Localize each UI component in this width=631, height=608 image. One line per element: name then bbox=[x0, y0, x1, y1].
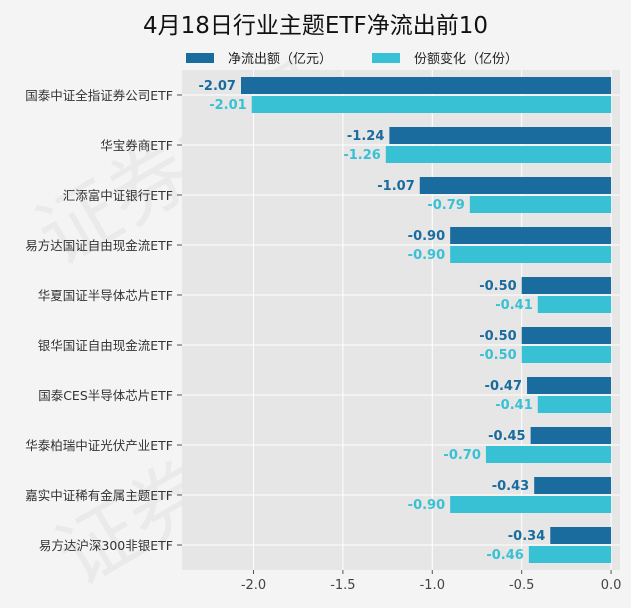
bar-share-change bbox=[450, 496, 612, 513]
data-label: -1.24 bbox=[347, 129, 384, 144]
legend-swatch bbox=[186, 52, 214, 63]
bar-share-change bbox=[528, 546, 612, 563]
bar-share-change bbox=[537, 396, 612, 413]
category-label: 易方达沪深300非银ETF bbox=[39, 538, 173, 553]
data-label: -0.41 bbox=[495, 398, 532, 413]
bar-net-outflow bbox=[530, 427, 612, 444]
data-label: -0.50 bbox=[479, 279, 516, 294]
category-label: 嘉实中证稀有金属主题ETF bbox=[25, 488, 173, 503]
x-tick-label: -1.0 bbox=[420, 578, 445, 593]
bar-net-outflow bbox=[521, 327, 612, 344]
bar-share-change bbox=[469, 196, 612, 213]
legend-item-share-change: 份额变化（亿份） bbox=[372, 48, 518, 67]
x-tick-label: -1.5 bbox=[330, 578, 355, 593]
bar-net-outflow bbox=[527, 377, 612, 394]
data-label: -0.70 bbox=[443, 448, 480, 463]
bar-share-change bbox=[521, 346, 612, 363]
bar-share-change bbox=[385, 146, 612, 163]
category-label: 汇添富中证银行ETF bbox=[63, 188, 173, 203]
category-label: 银华国证自由现金流ETF bbox=[38, 338, 173, 353]
legend: 净流出额（亿元） 份额变化（亿份） bbox=[186, 48, 558, 67]
data-label: -0.34 bbox=[508, 529, 545, 544]
bar-net-outflow bbox=[521, 277, 612, 294]
data-label: -1.07 bbox=[377, 179, 414, 194]
bar-share-change bbox=[485, 446, 612, 463]
x-tick-label: 0.0 bbox=[601, 578, 622, 593]
bar-net-outflow bbox=[450, 227, 612, 244]
data-label: -0.90 bbox=[408, 229, 445, 244]
data-label: -2.07 bbox=[199, 79, 236, 94]
data-label: -0.90 bbox=[408, 248, 445, 263]
bar-net-outflow bbox=[389, 127, 612, 144]
data-label: -0.43 bbox=[492, 479, 529, 494]
data-label: -1.26 bbox=[343, 148, 380, 163]
data-label: -0.79 bbox=[427, 198, 464, 213]
bar-net-outflow bbox=[534, 477, 612, 494]
legend-item-net-outflow: 净流出额（亿元） bbox=[186, 48, 332, 67]
x-tick-label: -2.0 bbox=[241, 578, 266, 593]
data-label: -0.45 bbox=[488, 429, 525, 444]
data-label: -0.41 bbox=[495, 298, 532, 313]
x-tick-label: -0.5 bbox=[509, 578, 534, 593]
bar-share-change bbox=[537, 296, 612, 313]
legend-label: 净流出额（亿元） bbox=[228, 52, 333, 67]
category-label: 华宝券商ETF bbox=[100, 138, 173, 153]
bar-net-outflow bbox=[550, 527, 612, 544]
bar-share-change bbox=[251, 96, 612, 113]
data-label: -2.01 bbox=[209, 98, 246, 113]
legend-label: 份额变化（亿份） bbox=[414, 52, 519, 67]
chart-title: 4月18日行业主题ETF净流出前10 bbox=[143, 13, 488, 39]
category-label: 国泰CES半导体芯片ETF bbox=[38, 388, 173, 403]
data-label: -0.50 bbox=[479, 348, 516, 363]
data-label: -0.90 bbox=[408, 498, 445, 513]
bar-net-outflow bbox=[240, 77, 612, 94]
category-label: 华夏国证半导体芯片ETF bbox=[38, 288, 173, 303]
bar-net-outflow bbox=[419, 177, 612, 194]
category-label: 国泰中证全指证券公司ETF bbox=[25, 88, 173, 103]
category-label: 易方达国证自由现金流ETF bbox=[25, 238, 173, 253]
category-label: 华泰柏瑞中证光伏产业ETF bbox=[25, 438, 173, 453]
bar-share-change bbox=[450, 246, 612, 263]
legend-swatch bbox=[372, 52, 401, 63]
data-label: -0.46 bbox=[486, 548, 523, 563]
data-label: -0.47 bbox=[485, 379, 522, 394]
data-label: -0.50 bbox=[479, 329, 516, 344]
